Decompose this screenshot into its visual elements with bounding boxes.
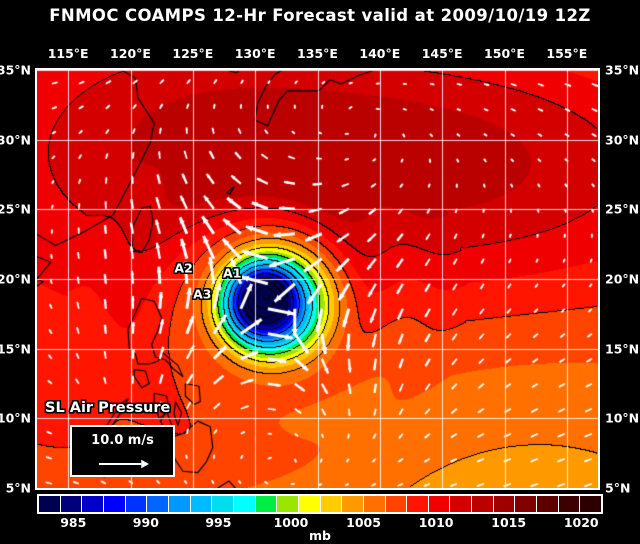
colorbar-cell-8 [212, 496, 234, 512]
wind-vector-scale: 10.0 m/s [70, 425, 175, 477]
pressure-field-canvas [37, 70, 598, 488]
colorbar-unit-label: mb [309, 528, 331, 543]
longitude-axis: 115°E 120°E 125°E 130°E 135°E 140°E 145°E 150°E… [35, 46, 600, 64]
colorbar-tick-990: 990 [132, 515, 159, 530]
forecast-map[interactable]: A2 A1 A3 SL Air Pressure 10.0 m/s [35, 68, 600, 490]
latitude-tick-10: 10°N [0, 410, 31, 426]
colorbar-cell-18 [428, 496, 451, 512]
longitude-tick-150: 150°E [484, 46, 525, 61]
right-arrow-icon [98, 459, 149, 469]
longitude-tick-135: 135°E [297, 46, 338, 61]
colorbar-cell-3 [103, 496, 126, 512]
longitude-tick-125: 125°E [172, 46, 214, 61]
colorbar-tick-1010: 1010 [418, 515, 454, 530]
longitude-tick-145: 145°E [421, 46, 463, 61]
longitude-tick-130: 130°E [234, 46, 276, 61]
colorbar-cell-2 [82, 496, 104, 512]
colorbar-cell-21 [493, 496, 516, 512]
colorbar-cell-15 [363, 496, 386, 512]
longitude-tick-140: 140°E [359, 46, 401, 61]
colorbar-tick-1000: 1000 [273, 515, 309, 530]
latitude-tick-35: 35°N [605, 62, 640, 78]
colorbar-cell-9 [233, 496, 256, 512]
colorbar-cell-11 [277, 496, 299, 512]
latitude-axis-right: 35°N 30°N 25°N 20°N 15°N 10°N 5°N [601, 63, 640, 496]
colorbar-cell-16 [385, 496, 408, 512]
latitude-tick-30: 30°N [605, 132, 640, 148]
colorbar-cell-25 [580, 496, 602, 512]
latitude-tick-25: 25°N [0, 201, 31, 217]
colorbar[interactable] [37, 494, 603, 514]
wind-vector-scale-label: 10.0 m/s [91, 433, 154, 448]
colorbar-cell-24 [558, 496, 581, 512]
colorbar-cell-13 [320, 496, 343, 512]
latitude-tick-5: 5°N [5, 480, 31, 496]
longitude-tick-115: 115°E [47, 46, 89, 61]
colorbar-cell-22 [515, 496, 538, 512]
colorbar-cell-17 [407, 496, 429, 512]
colorbar-cell-4 [125, 496, 148, 512]
colorbar-tick-1015: 1015 [491, 515, 527, 530]
colorbar-cell-14 [342, 496, 364, 512]
colorbar-cell-6 [168, 496, 191, 512]
longitude-tick-155: 155°E [546, 46, 588, 61]
colorbar-tick-1005: 1005 [346, 515, 381, 530]
latitude-tick-15: 15°N [605, 341, 640, 357]
field-caption: SL Air Pressure [45, 400, 171, 416]
longitude-tick-120: 120°E [110, 46, 151, 61]
colorbar-ticks: 985 990 995 1000 1005 1010 1015 1020 [37, 515, 603, 531]
colorbar-cell-1 [60, 496, 83, 512]
colorbar-cell-19 [450, 496, 473, 512]
latitude-tick-15: 15°N [0, 341, 31, 357]
latitude-tick-20: 20°N [605, 271, 640, 287]
colorbar-cell-20 [472, 496, 494, 512]
latitude-axis-left: 35°N 30°N 25°N 20°N 15°N 10°N 5°N [0, 63, 34, 496]
latitude-tick-30: 30°N [0, 132, 31, 148]
colorbar-tick-995: 995 [205, 515, 232, 530]
colorbar-cell-23 [537, 496, 559, 512]
latitude-tick-20: 20°N [0, 271, 31, 287]
latitude-tick-35: 35°N [0, 62, 31, 78]
colorbar-tick-1020: 1020 [563, 515, 599, 530]
colorbar-cell-12 [298, 496, 321, 512]
latitude-tick-5: 5°N [605, 480, 631, 496]
latitude-tick-10: 10°N [605, 410, 640, 426]
colorbar-cell-0 [39, 496, 61, 512]
colorbar-cell-10 [255, 496, 278, 512]
latitude-tick-25: 25°N [605, 201, 640, 217]
page-title: FNMOC COAMPS 12-Hr Forecast valid at 200… [49, 6, 591, 25]
colorbar-cell-5 [147, 496, 169, 512]
colorbar-cell-7 [190, 496, 213, 512]
colorbar-tick-985: 985 [60, 515, 87, 530]
